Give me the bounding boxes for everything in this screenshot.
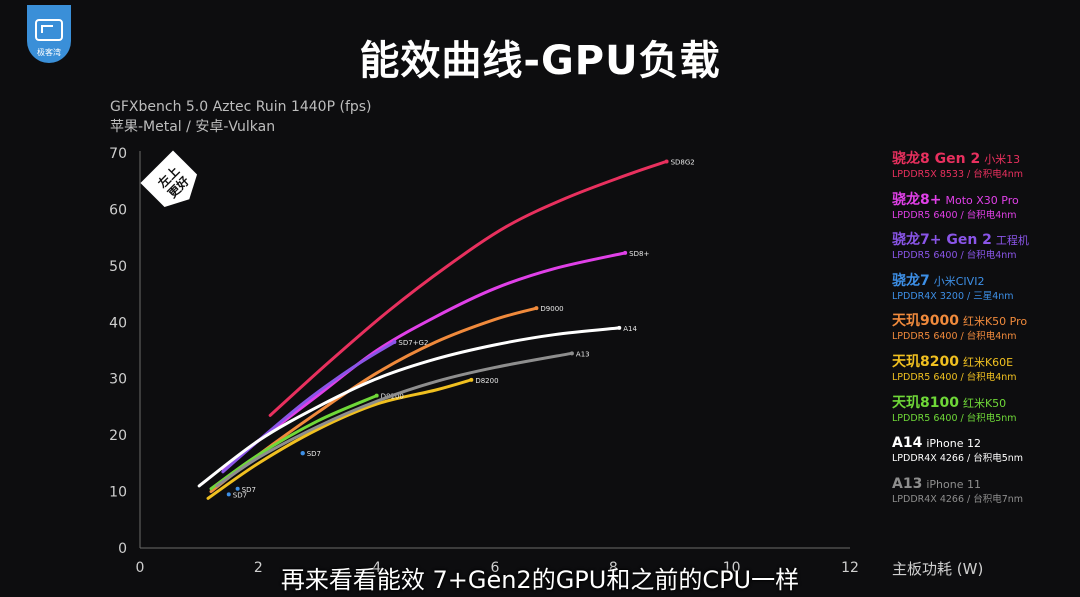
legend-device-name: 小米13 bbox=[984, 153, 1021, 166]
series-sd7g2-end-label: SD7+G2 bbox=[398, 339, 428, 347]
legend-series-name: 天玑8200 bbox=[892, 353, 959, 370]
series-d9000-end-label: D9000 bbox=[540, 305, 563, 313]
legend-spec: LPDDR4X 4266 / 台积电7nm bbox=[892, 493, 1024, 505]
video-caption: 再来看看能效 7+Gen2的GPU和之前的CPU一样 bbox=[280, 566, 800, 594]
legend-item: 天玑8100 红米K50 LPDDR5 6400 / 台积电5nm bbox=[892, 394, 1077, 435]
x-tick-label: 4 bbox=[372, 560, 381, 576]
legend-spec: LPDDR5X 8533 / 台积电4nm bbox=[892, 169, 1024, 180]
series-d8200-end-point bbox=[469, 377, 474, 382]
extra-point-0 bbox=[226, 492, 231, 497]
series-a14-end-point bbox=[617, 325, 622, 330]
subtitle-line-1: GFXbench 5.0 Aztec Ruin 1440P (fps) bbox=[110, 99, 372, 115]
legend-series-name: A13 bbox=[892, 475, 923, 492]
y-tick-label: 30 bbox=[109, 372, 127, 388]
legend-device-name: 红米K50 bbox=[962, 396, 1007, 410]
x-axis-label: 主板功耗 (W) bbox=[892, 560, 984, 578]
legend-chip-name: 天玑8100 红米K50 bbox=[892, 394, 1077, 413]
legend-device-name: iPhone 11 bbox=[926, 477, 981, 491]
series-d8100-line bbox=[209, 394, 379, 491]
extra-point-label-0: SD7 bbox=[233, 491, 247, 499]
legend-item: 天玑9000 红米K50 Pro LPDDR5 6400 / 台积电4nm bbox=[892, 312, 1077, 353]
series-a14-line bbox=[197, 326, 621, 488]
y-tick-label: 20 bbox=[109, 428, 127, 444]
series-a13-end-label: A13 bbox=[576, 350, 590, 358]
legend-series-name: 骁龙7 bbox=[892, 272, 930, 289]
series-sd7-point-label: SD7 bbox=[307, 450, 321, 458]
series-sd7-point bbox=[300, 451, 305, 456]
better-badge bbox=[140, 150, 198, 208]
series-sd8g2-end-point bbox=[664, 159, 669, 164]
legend-item: 骁龙7 小米CIVI2 LPDDR4X 3200 / 三星4nm bbox=[892, 272, 1077, 313]
legend-device-name: iPhone 12 bbox=[926, 437, 981, 451]
x-tick-label: 8 bbox=[609, 560, 618, 576]
y-tick-label: 70 bbox=[109, 146, 127, 162]
legend-chip-name: 骁龙7 小米CIVI2 bbox=[892, 272, 1077, 291]
legend-series-name: 骁龙8 Gen 2 bbox=[892, 151, 981, 167]
legend-chip-name: 天玑8200 红米K60E bbox=[892, 353, 1077, 372]
legend-chip-name: A14 iPhone 12 bbox=[892, 434, 1077, 453]
legend-spec: LPDDR5 6400 / 台积电4nm bbox=[892, 209, 1017, 221]
legend-item: A13 iPhone 11 LPDDR4X 4266 / 台积电7nm bbox=[892, 475, 1077, 516]
x-tick-label: 2 bbox=[254, 560, 263, 576]
legend-device-name: 小米CIVI2 bbox=[933, 274, 985, 288]
legend-spec: LPDDR5 6400 / 台积电4nm bbox=[892, 331, 1017, 343]
series-sd7g2-line bbox=[221, 340, 396, 474]
y-tick-label: 50 bbox=[109, 259, 127, 275]
legend-series-name: 骁龙7+ Gen 2 bbox=[892, 232, 992, 249]
extra-point-1 bbox=[235, 486, 240, 491]
series-sd8-end-label: SD8+ bbox=[629, 250, 649, 258]
legend-series-name: 骁龙8+ bbox=[892, 191, 942, 208]
legend-item: 骁龙8+ Moto X30 Pro LPDDR5 6400 / 台积电4nm bbox=[892, 191, 1077, 232]
legend-device-name: 红米K50 Pro bbox=[962, 315, 1028, 329]
legend-spec: LPDDR4X 4266 / 台积电5nm bbox=[892, 453, 1024, 465]
chart-subtitle: GFXbench 5.0 Aztec Ruin 1440P (fps) 苹果-M… bbox=[110, 97, 372, 137]
y-tick-label: 60 bbox=[109, 202, 127, 218]
y-tick-label: 10 bbox=[109, 485, 127, 501]
logo-text: 极客湾 bbox=[37, 48, 61, 57]
brand-logo: 极客湾 bbox=[27, 5, 71, 63]
series-a14-end-label: A14 bbox=[623, 325, 637, 333]
legend-spec: LPDDR5 6400 / 台积电4nm bbox=[892, 250, 1017, 262]
legend-chip-name: 骁龙8+ Moto X30 Pro bbox=[892, 191, 1077, 210]
logo-icon bbox=[35, 19, 63, 41]
legend-series-name: 天玑8100 bbox=[892, 394, 959, 411]
series-d8100-end-point bbox=[374, 393, 379, 398]
series-sd8g2-end-label: SD8G2 bbox=[671, 158, 695, 166]
legend-chip-name: 骁龙7+ Gen 2 工程机 bbox=[892, 231, 1077, 250]
legend-item: 天玑8200 红米K60E LPDDR5 6400 / 台积电4nm bbox=[892, 353, 1077, 394]
legend-spec: LPDDR5 6400 / 台积电5nm bbox=[892, 412, 1017, 424]
series-d8200-line bbox=[206, 378, 473, 500]
legend-item: A14 iPhone 12 LPDDR4X 4266 / 台积电5nm bbox=[892, 434, 1077, 475]
series-a13-end-point bbox=[569, 351, 574, 356]
legend-device-name: 红米K60E bbox=[962, 355, 1014, 369]
y-tick-label: 40 bbox=[109, 315, 127, 331]
legend-chip-name: A13 iPhone 11 bbox=[892, 475, 1077, 494]
legend-spec: LPDDR4X 3200 / 三星4nm bbox=[892, 290, 1014, 302]
legend-series-name: A14 bbox=[892, 435, 923, 452]
legend-series-name: 天玑9000 bbox=[892, 313, 959, 330]
legend-chip-name: 天玑9000 红米K50 Pro bbox=[892, 312, 1077, 331]
x-tick-label: 10 bbox=[723, 560, 741, 576]
subtitle-line-2: 苹果-Metal / 安卓-Vulkan bbox=[110, 119, 276, 135]
x-tick-label: 12 bbox=[841, 560, 859, 576]
legend-item: 骁龙8 Gen 2 小米13 LPDDR5X 8533 / 台积电4nm bbox=[892, 150, 1077, 191]
series-d9000-end-point bbox=[534, 306, 539, 311]
series-d8200-end-label: D8200 bbox=[475, 377, 498, 385]
chart-legend: 骁龙8 Gen 2 小米13 LPDDR5X 8533 / 台积电4nm 骁龙8+ Mo… bbox=[892, 150, 1077, 515]
series-sd7g2-end-point bbox=[392, 340, 397, 345]
chart-title: 能效曲线-GPU负载 bbox=[359, 38, 721, 84]
legend-device-name: 工程机 bbox=[995, 234, 1029, 248]
x-tick-label: 0 bbox=[136, 560, 145, 576]
legend-item: 骁龙7+ Gen 2 工程机 LPDDR5 6400 / 台积电4nm bbox=[892, 231, 1077, 272]
legend-chip-name: 骁龙8 Gen 2 小米13 bbox=[892, 150, 1077, 169]
series-sd8-end-point bbox=[623, 250, 628, 255]
y-tick-label: 0 bbox=[118, 541, 127, 557]
series-a13-line bbox=[215, 351, 574, 488]
legend-device-name: Moto X30 Pro bbox=[945, 193, 1019, 207]
legend-spec: LPDDR5 6400 / 台积电4nm bbox=[892, 371, 1017, 383]
series-sd8g2-line bbox=[268, 159, 669, 417]
x-tick-label: 6 bbox=[491, 560, 500, 576]
extra-point-label-1: SD7 bbox=[242, 486, 256, 494]
